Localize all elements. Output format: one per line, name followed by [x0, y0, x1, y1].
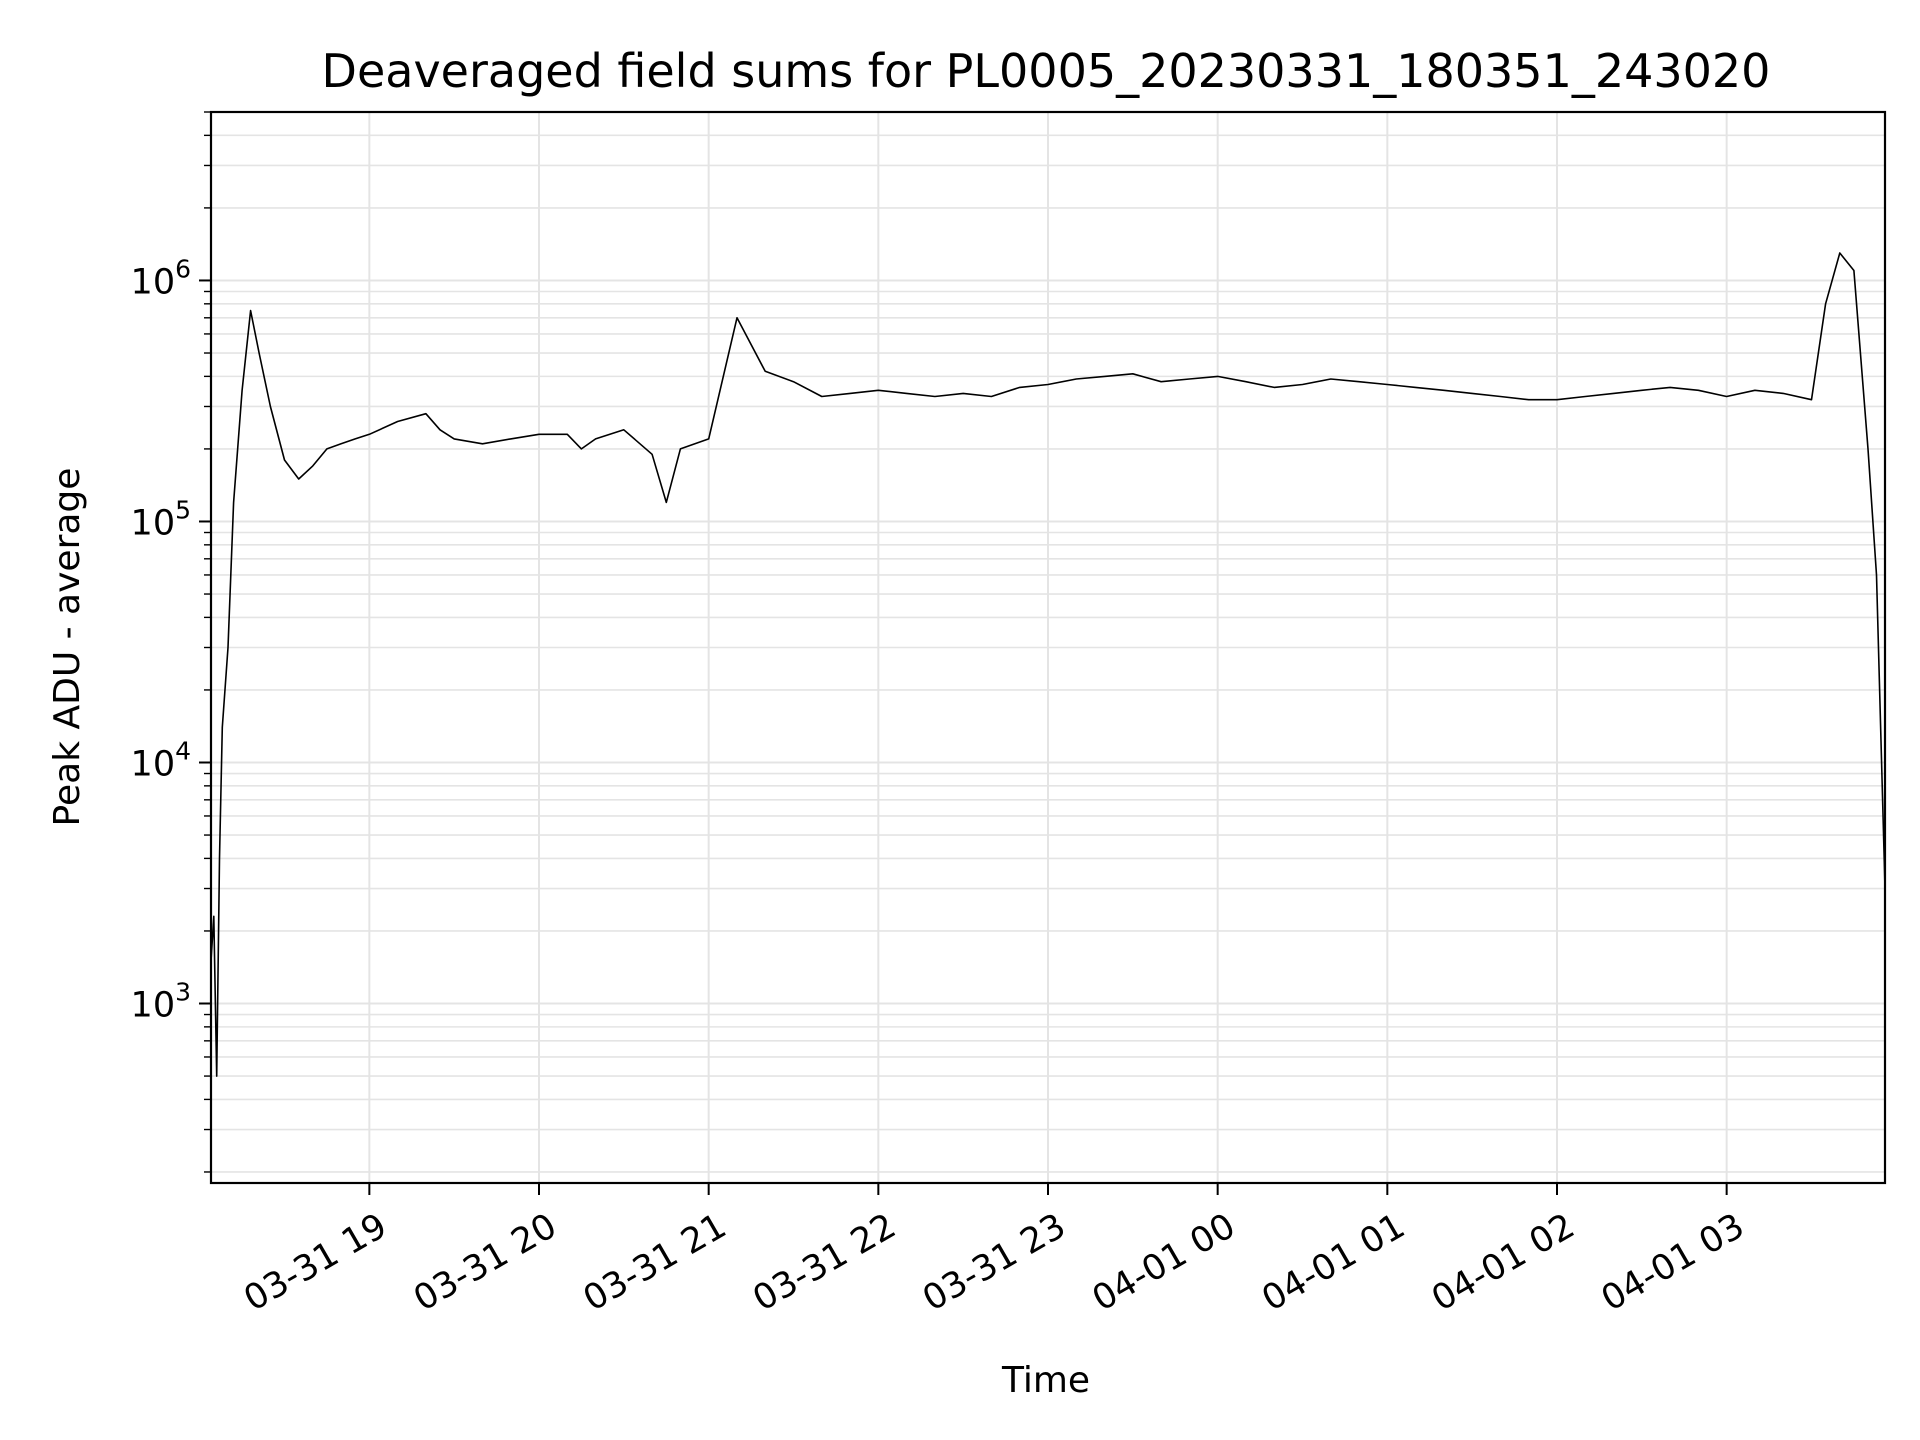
y-tick-label: 104: [131, 736, 191, 784]
y-axis-ticks: 103 104 105 106: [131, 111, 211, 1173]
y-axis-label: Peak ADU - average: [47, 468, 88, 827]
series-line: [210, 252, 1886, 1077]
chart-title: Deaveraged field sums for PL0005_2023033…: [322, 44, 1771, 98]
y-tick-label: 106: [131, 254, 191, 302]
x-axis-label: Time: [1001, 1360, 1090, 1401]
series-layer: [210, 252, 1886, 1077]
y-tick-label: 103: [131, 978, 191, 1026]
y-tick-label: 105: [131, 495, 191, 543]
grid-lines: [211, 111, 1885, 1183]
